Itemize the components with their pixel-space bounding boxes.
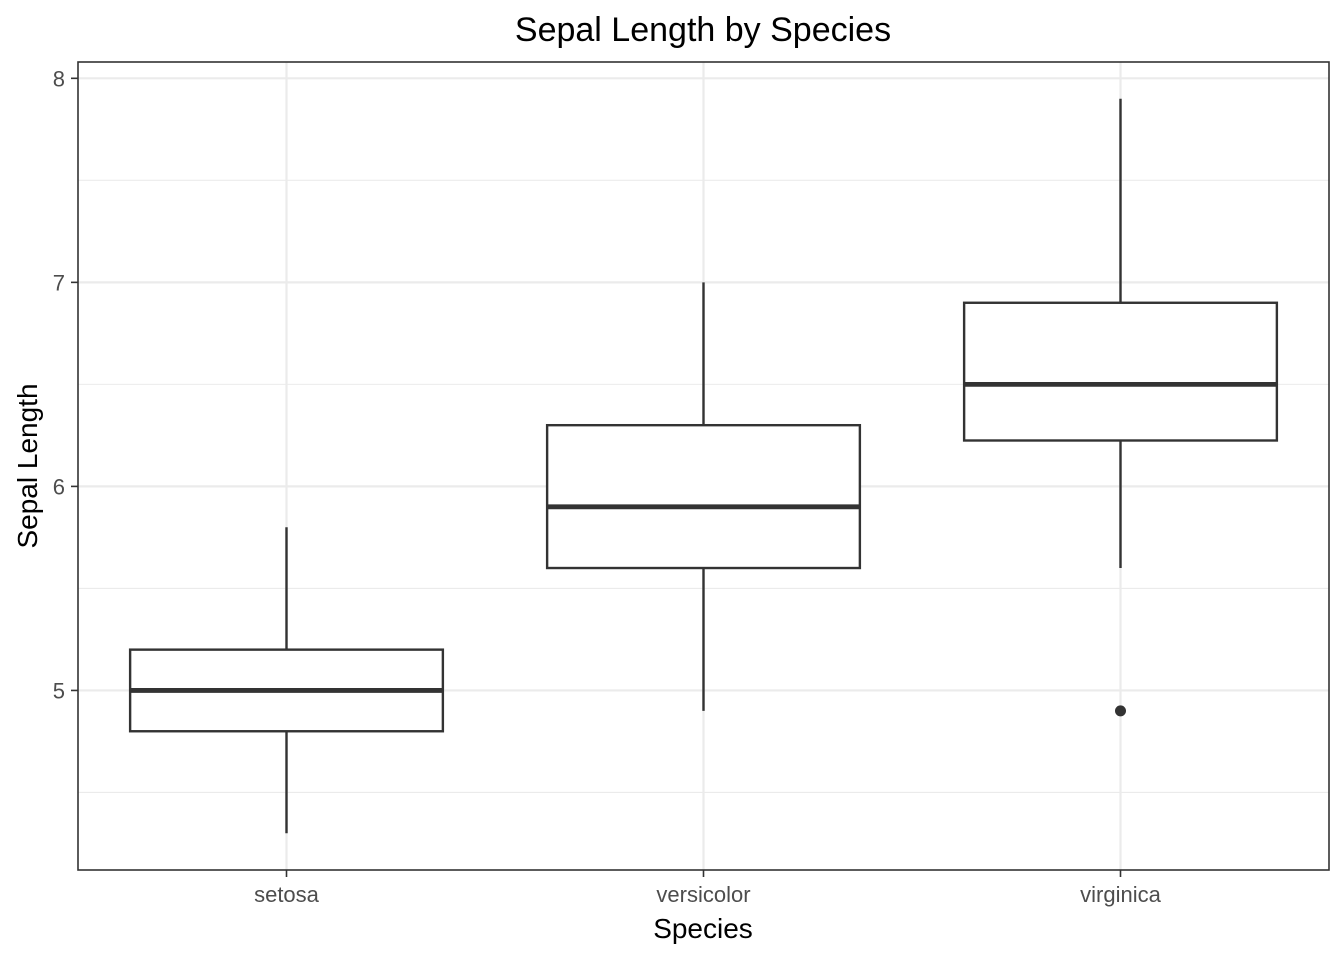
box-layer [128,98,1279,834]
y-tick-label: 8 [53,66,65,91]
box-virginica [962,98,1279,717]
axis-layer: 5 6 7 8 setosa versicolor virginica [53,66,1162,907]
y-tick-label: 7 [53,270,65,295]
iqr-box [545,423,862,570]
x-tick-label-versicolor: versicolor [656,882,750,907]
iqr-box [962,301,1279,442]
chart-title: Sepal Length by Species [515,11,891,49]
y-axis-title: Sepal Length [12,383,43,548]
box-versicolor [545,282,862,711]
box-setosa [128,527,445,834]
y-tick-label: 6 [53,474,65,499]
x-tick-label-virginica: virginica [1080,882,1161,907]
y-tick-label: 5 [53,678,65,703]
x-axis-title: Species [653,913,753,944]
x-tick-label-setosa: setosa [254,882,320,907]
outlier-point [1115,705,1126,717]
